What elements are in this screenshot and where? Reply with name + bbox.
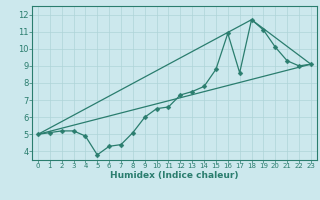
X-axis label: Humidex (Indice chaleur): Humidex (Indice chaleur) — [110, 171, 239, 180]
